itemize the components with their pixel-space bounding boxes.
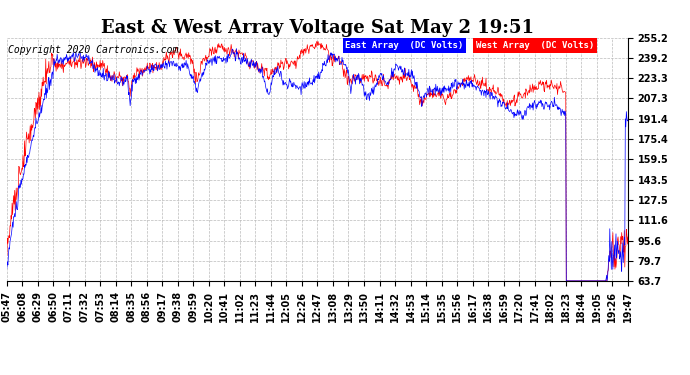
Text: East Array  (DC Volts): East Array (DC Volts) (346, 41, 464, 50)
Title: East & West Array Voltage Sat May 2 19:51: East & West Array Voltage Sat May 2 19:5… (101, 20, 534, 38)
Text: West Array  (DC Volts): West Array (DC Volts) (476, 41, 594, 50)
Text: Copyright 2020 Cartronics.com: Copyright 2020 Cartronics.com (8, 45, 179, 55)
